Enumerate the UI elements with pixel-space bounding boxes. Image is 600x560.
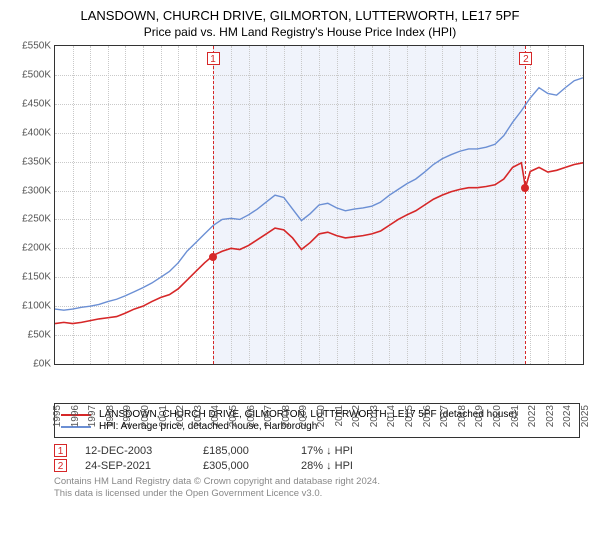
y-tick-label: £350K	[5, 156, 51, 167]
y-tick-label: £500K	[5, 69, 51, 80]
x-tick-label: 1999	[122, 405, 133, 427]
event-diff: 17% ↓ HPI	[301, 445, 353, 457]
chart-title: LANSDOWN, CHURCH DRIVE, GILMORTON, LUTTE…	[10, 8, 590, 23]
series-hpi	[55, 78, 583, 310]
footer-line-2: This data is licensed under the Open Gov…	[54, 488, 580, 500]
x-tick-label: 1997	[87, 405, 98, 427]
x-tick-label: 2002	[175, 405, 186, 427]
price-marker	[209, 253, 217, 261]
x-tick-label: 2009	[298, 405, 309, 427]
x-tick-label: 2010	[316, 405, 327, 427]
footer-line-1: Contains HM Land Registry data © Crown c…	[54, 476, 580, 488]
x-tick-label: 1995	[52, 405, 63, 427]
x-tick-label: 2003	[193, 405, 204, 427]
x-tick-label: 2021	[510, 405, 521, 427]
footer-attribution: Contains HM Land Registry data © Crown c…	[54, 476, 580, 501]
y-tick-label: £150K	[5, 272, 51, 283]
x-tick-label: 2012	[351, 405, 362, 427]
x-tick-label: 2007	[263, 405, 274, 427]
event-diff: 28% ↓ HPI	[301, 460, 353, 472]
x-tick-label: 2018	[457, 405, 468, 427]
event-table: 1 12-DEC-2003 £185,000 17% ↓ HPI 2 24-SEP-202…	[54, 444, 580, 472]
y-tick-label: £200K	[5, 243, 51, 254]
price-marker	[521, 184, 529, 192]
event-price: £305,000	[203, 460, 283, 472]
x-tick-label: 2017	[439, 405, 450, 427]
y-tick-label: £50K	[5, 330, 51, 341]
x-tick-label: 2001	[158, 405, 169, 427]
x-tick-label: 2000	[140, 405, 151, 427]
x-tick-label: 2005	[228, 405, 239, 427]
chart-container: LANSDOWN, CHURCH DRIVE, GILMORTON, LUTTE…	[0, 0, 600, 507]
x-tick-label: 2006	[246, 405, 257, 427]
x-tick-label: 2015	[404, 405, 415, 427]
x-tick-label: 2019	[474, 405, 485, 427]
x-tick-label: 2011	[334, 405, 345, 427]
x-tick-label: 2025	[580, 405, 591, 427]
y-tick-label: £400K	[5, 127, 51, 138]
x-tick-label: 1998	[105, 405, 116, 427]
x-tick-label: 1996	[70, 405, 81, 427]
event-row: 2 24-SEP-2021 £305,000 28% ↓ HPI	[54, 459, 580, 472]
x-tick-label: 2004	[210, 405, 221, 427]
series-lines	[55, 46, 583, 364]
event-date: 24-SEP-2021	[85, 460, 185, 472]
y-tick-label: £100K	[5, 301, 51, 312]
x-tick-label: 2008	[281, 405, 292, 427]
x-tick-label: 2014	[386, 405, 397, 427]
event-price: £185,000	[203, 445, 283, 457]
event-flag-icon: 1	[54, 444, 67, 457]
x-tick-label: 2020	[492, 405, 503, 427]
y-tick-label: £450K	[5, 98, 51, 109]
y-tick-label: £300K	[5, 185, 51, 196]
y-tick-label: £550K	[5, 41, 51, 52]
event-flag-icon: 2	[54, 459, 67, 472]
y-tick-label: £0K	[5, 359, 51, 370]
plot-area: £0K£50K£100K£150K£200K£250K£300K£350K£40…	[54, 45, 584, 365]
x-tick-label: 2013	[369, 405, 380, 427]
event-row: 1 12-DEC-2003 £185,000 17% ↓ HPI	[54, 444, 580, 457]
x-axis-ticks: 1995199619971998199920002001200220032004…	[54, 365, 584, 399]
chart-subtitle: Price paid vs. HM Land Registry's House …	[10, 25, 590, 39]
x-tick-label: 2016	[422, 405, 433, 427]
event-date: 12-DEC-2003	[85, 445, 185, 457]
x-tick-label: 2022	[527, 405, 538, 427]
series-price_paid	[55, 163, 583, 324]
x-tick-label: 2023	[545, 405, 556, 427]
y-tick-label: £250K	[5, 214, 51, 225]
x-tick-label: 2024	[562, 405, 573, 427]
